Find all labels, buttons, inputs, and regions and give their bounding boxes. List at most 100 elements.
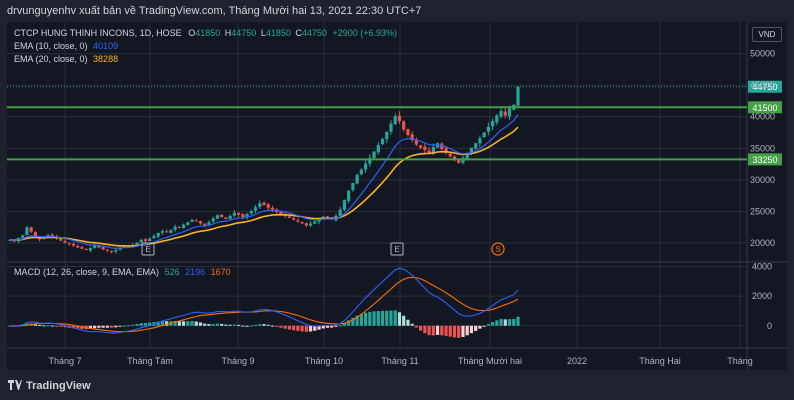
tradingview-logo: TradingView — [8, 380, 91, 392]
symbol-legend: CTCP HUNG THINH INCONS, 1D, HOSE O41850 … — [14, 28, 397, 38]
candle-body — [135, 242, 139, 245]
currency-button[interactable]: VND — [752, 27, 782, 42]
chart-area[interactable] — [7, 22, 787, 370]
macd-histogram-bar — [444, 325, 448, 336]
candle-body — [29, 227, 33, 232]
candle-body — [300, 222, 304, 224]
macd-tick-label: 2000 — [752, 291, 772, 301]
level-price-label: 33250 — [752, 155, 777, 165]
time-tick-label: Tháng Mười hai — [458, 356, 522, 366]
macd-histogram-bar — [368, 311, 372, 326]
candle-body — [427, 150, 431, 153]
macd-histogram-bar — [126, 325, 131, 327]
candle-body — [160, 231, 164, 233]
candle-body — [105, 249, 109, 251]
ema10-line — [9, 114, 519, 249]
macd-histogram-bar — [173, 320, 177, 326]
macd-histogram-bar — [402, 315, 406, 326]
low-value: 41850 — [265, 28, 291, 38]
footer: TradingView — [0, 374, 794, 400]
candle-body — [63, 240, 67, 243]
macd-histogram-bar — [364, 312, 368, 326]
macd-histogram-bar — [321, 325, 325, 329]
macd-histogram-bar — [461, 325, 465, 338]
earnings-marker-label: E — [145, 245, 150, 254]
price-tick-label: 25000 — [750, 206, 775, 216]
macd-histogram-bar — [448, 325, 452, 337]
tradingview-logo-icon — [8, 380, 22, 390]
high-value: 44750 — [231, 28, 257, 38]
candle-body — [410, 134, 414, 141]
macd-histogram-bar — [355, 315, 359, 326]
publisher-text: drvunguyenhv xuất bản về TradingView.com… — [7, 5, 422, 17]
candle-body — [397, 115, 402, 122]
macd-histogram-bar — [512, 318, 516, 326]
time-tick-label: Tháng 11 — [381, 356, 418, 366]
macd-histogram-bar — [194, 321, 198, 326]
candle-body — [495, 115, 499, 123]
split-marker — [491, 242, 505, 256]
time-tick-label: Tháng — [727, 356, 753, 366]
macd-histogram-bar — [423, 325, 427, 334]
price-tick-label: 50000 — [750, 49, 775, 59]
macd-histogram-bar — [118, 325, 122, 327]
candle-body — [46, 234, 50, 237]
macd-histogram-bar — [380, 310, 385, 326]
candle-body — [59, 238, 63, 241]
candle-body — [228, 215, 232, 219]
macd-histogram-bar — [499, 319, 503, 326]
candle-body — [207, 222, 211, 226]
candle-body — [355, 174, 359, 184]
candle-body — [419, 145, 423, 148]
macd-histogram-bar — [198, 322, 203, 326]
time-tick-label: Tháng 9 — [221, 356, 254, 366]
macd-histogram-bar — [160, 321, 164, 326]
candle-body — [220, 214, 224, 218]
macd-histogram-bar — [275, 325, 279, 327]
macd-histogram-bar — [203, 323, 207, 326]
candle-body — [25, 227, 29, 236]
candle-body — [181, 224, 186, 229]
macd-legend: MACD (12, 26, close, 9, EMA, EMA) 526 21… — [14, 267, 231, 277]
macd-histogram-bar — [491, 322, 495, 326]
candle-body — [414, 140, 418, 145]
candle-body — [84, 249, 88, 251]
macd-histogram-bar — [63, 325, 67, 328]
candle-body — [351, 183, 355, 190]
candle-body — [21, 235, 25, 238]
macd-histogram-bar — [406, 319, 410, 326]
macd-histogram-bar — [211, 323, 215, 326]
candle-body — [148, 238, 152, 242]
last-price-label-bg — [748, 80, 782, 93]
candle-body — [237, 212, 241, 215]
macd-histogram-bar — [105, 325, 109, 328]
candle-body — [364, 163, 368, 170]
candle-body — [325, 216, 330, 218]
macd-histogram-bar — [330, 325, 334, 328]
candle-body — [88, 248, 93, 251]
macd-histogram-bar — [181, 321, 186, 326]
ema10-label: EMA (10, close, 0) — [14, 41, 88, 51]
candle-body — [499, 111, 503, 117]
macd-histogram-bar — [97, 325, 101, 328]
candle-body — [482, 132, 486, 138]
candle-body — [292, 218, 296, 220]
candle-body — [198, 221, 203, 224]
macd-histogram-bar — [317, 325, 321, 330]
candle-body — [359, 169, 363, 175]
macd-histogram-bar — [131, 324, 135, 326]
macd-line-value: 2196 — [185, 267, 206, 277]
macd-histogram-bar — [38, 324, 42, 326]
macd-histogram-bar — [270, 325, 275, 327]
macd-histogram-bar — [507, 319, 512, 326]
candle-body — [474, 143, 478, 149]
macd-histogram-bar — [342, 323, 347, 326]
candle-body — [203, 223, 207, 226]
chart-svg[interactable]: 4150033250447505000045000400003500030000… — [0, 0, 794, 374]
macd-histogram-bar — [325, 325, 330, 328]
candle-body — [245, 214, 249, 217]
time-tick-label: 2022 — [567, 356, 587, 366]
symbol-name: CTCP HUNG THINH INCONS, 1D, HOSE — [14, 28, 182, 38]
candle-body — [249, 210, 253, 214]
macd-histogram-bar — [33, 324, 37, 326]
